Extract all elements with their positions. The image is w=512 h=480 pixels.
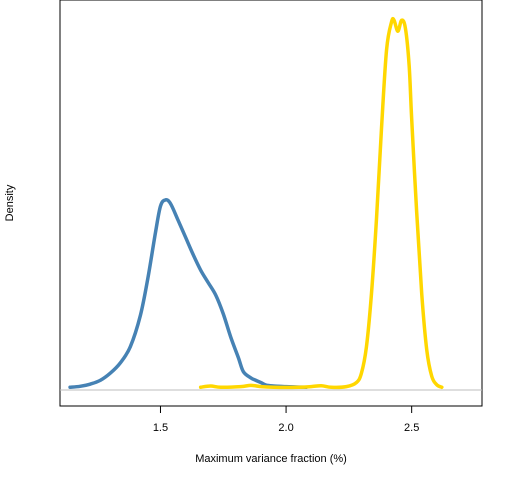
plot-frame (59, 0, 483, 407)
y-axis-title: Density (4, 184, 16, 221)
x-axis: 1.5 2.0 2.5 (153, 406, 419, 434)
x-axis-title: Maximum variance fraction (%) (195, 453, 347, 465)
x-tick-label: 2.5 (404, 422, 419, 434)
density-curve-1 (68, 198, 308, 390)
series-layer (68, 16, 444, 390)
x-tick-label: 1.5 (153, 422, 168, 434)
x-tick-label: 2.0 (278, 422, 293, 434)
density-curve-2 (198, 16, 444, 390)
